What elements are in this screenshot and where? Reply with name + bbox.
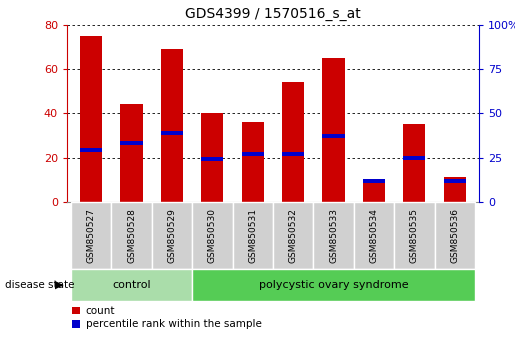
Bar <box>443 177 466 202</box>
Bar <box>201 113 224 202</box>
Bar <box>192 202 233 269</box>
Text: GSM850529: GSM850529 <box>167 208 177 263</box>
Text: GSM850533: GSM850533 <box>329 208 338 263</box>
Bar <box>242 122 264 202</box>
Bar <box>273 202 313 269</box>
Legend: count, percentile rank within the sample: count, percentile rank within the sample <box>72 306 262 329</box>
Text: GSM850536: GSM850536 <box>450 208 459 263</box>
Bar <box>354 202 394 269</box>
Text: GSM850527: GSM850527 <box>87 208 96 263</box>
Text: GSM850534: GSM850534 <box>369 208 379 263</box>
Title: GDS4399 / 1570516_s_at: GDS4399 / 1570516_s_at <box>185 7 361 21</box>
Text: GSM850535: GSM850535 <box>410 208 419 263</box>
Text: GSM850528: GSM850528 <box>127 208 136 263</box>
Bar <box>363 178 385 183</box>
Bar <box>233 202 273 269</box>
Bar <box>313 202 354 269</box>
Bar <box>161 49 183 202</box>
Bar <box>282 82 304 202</box>
Bar <box>242 152 264 156</box>
Text: control: control <box>112 280 151 290</box>
Bar <box>394 202 435 269</box>
Bar <box>121 104 143 202</box>
Text: GSM850532: GSM850532 <box>288 208 298 263</box>
Text: disease state: disease state <box>5 280 75 290</box>
Text: GSM850531: GSM850531 <box>248 208 258 263</box>
Bar <box>435 202 475 269</box>
Bar <box>403 155 425 160</box>
Bar <box>282 152 304 156</box>
Text: GSM850530: GSM850530 <box>208 208 217 263</box>
Bar <box>363 182 385 202</box>
Bar <box>111 202 152 269</box>
Bar <box>403 124 425 202</box>
Bar <box>443 178 466 183</box>
Bar <box>201 157 224 161</box>
Text: polycystic ovary syndrome: polycystic ovary syndrome <box>259 280 408 290</box>
Bar <box>121 141 143 145</box>
Bar <box>80 148 102 153</box>
Bar <box>71 269 192 301</box>
Bar <box>322 58 345 202</box>
Bar <box>152 202 192 269</box>
Bar <box>322 134 345 138</box>
Bar <box>192 269 475 301</box>
Bar <box>161 131 183 135</box>
Text: ▶: ▶ <box>55 280 63 290</box>
Bar <box>80 36 102 202</box>
Bar <box>71 202 111 269</box>
